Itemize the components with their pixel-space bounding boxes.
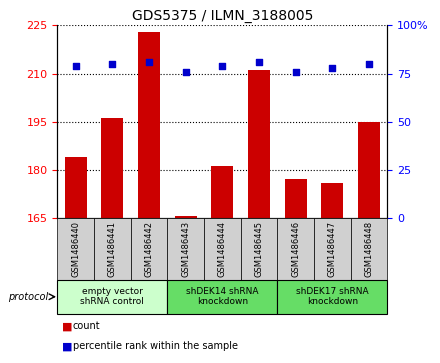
Point	[219, 63, 226, 69]
Bar	[101, 118, 123, 218]
Text: GSM1486442: GSM1486442	[144, 221, 154, 277]
Text: GSM1486448: GSM1486448	[364, 221, 374, 277]
Point	[182, 69, 189, 74]
Text: GSM1486443: GSM1486443	[181, 221, 190, 277]
Point	[72, 63, 79, 69]
Point	[145, 59, 152, 65]
Bar	[285, 179, 307, 218]
Bar	[248, 70, 270, 218]
Bar	[138, 32, 160, 218]
Point	[255, 59, 262, 65]
Bar	[65, 157, 87, 218]
Text: GSM1486447: GSM1486447	[328, 221, 337, 277]
Text: GSM1486440: GSM1486440	[71, 221, 80, 277]
Text: protocol: protocol	[8, 292, 48, 302]
Point	[292, 69, 299, 74]
Bar	[358, 122, 380, 218]
Text: GSM1486444: GSM1486444	[218, 221, 227, 277]
Text: percentile rank within the sample: percentile rank within the sample	[73, 341, 238, 351]
Text: shDEK14 shRNA
knockdown: shDEK14 shRNA knockdown	[186, 287, 258, 306]
Text: empty vector
shRNA control: empty vector shRNA control	[80, 287, 144, 306]
Text: GSM1486445: GSM1486445	[254, 221, 264, 277]
Bar	[321, 183, 343, 218]
Text: shDEK17 shRNA
knockdown: shDEK17 shRNA knockdown	[296, 287, 369, 306]
Text: ■: ■	[62, 321, 72, 331]
Text: ■: ■	[62, 341, 72, 351]
Point	[329, 65, 336, 71]
Bar	[211, 167, 233, 218]
Title: GDS5375 / ILMN_3188005: GDS5375 / ILMN_3188005	[132, 9, 313, 23]
Text: GSM1486446: GSM1486446	[291, 221, 300, 277]
Text: GSM1486441: GSM1486441	[108, 221, 117, 277]
Point	[365, 61, 372, 67]
Point	[109, 61, 116, 67]
Bar	[175, 216, 197, 218]
Text: count: count	[73, 321, 100, 331]
